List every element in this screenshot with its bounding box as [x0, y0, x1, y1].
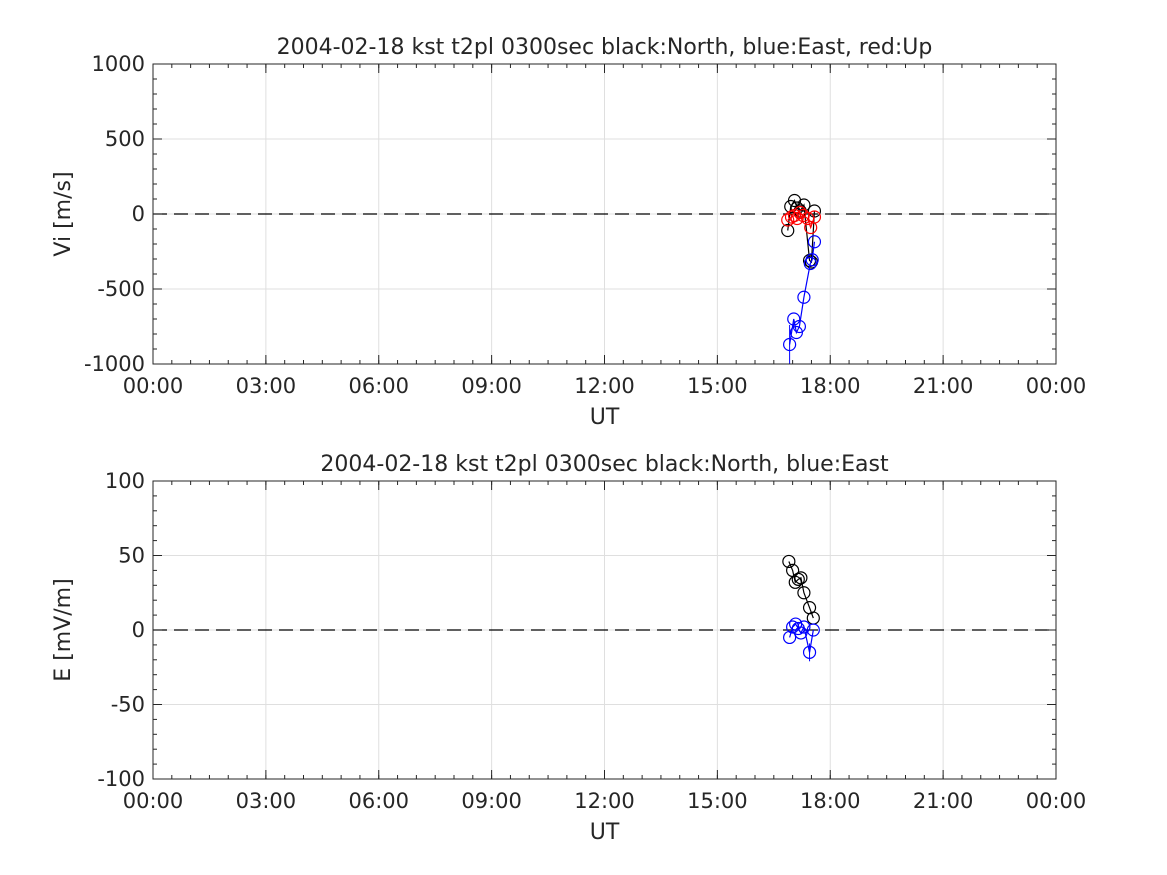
- data-point: [794, 571, 808, 585]
- data-point: [791, 572, 805, 586]
- panel-2: 00:00 03:00 06:00 09:00 12:00 15:00 18:00 21:00…: [51, 452, 1086, 845]
- data-point: [789, 325, 803, 340]
- data-point: [797, 586, 811, 600]
- data-point: [797, 290, 811, 304]
- y-tick-label: 50: [118, 544, 145, 568]
- x-tick-label: 18:00: [800, 374, 861, 398]
- y-tick-label: 0: [132, 618, 145, 642]
- y-axis-label: Vi [m/s]: [51, 171, 76, 256]
- x-tick-label: 00:00: [123, 374, 184, 398]
- x-axis-label: UT: [590, 405, 620, 430]
- x-tick-label: 06:00: [348, 374, 409, 398]
- data-point: [790, 211, 804, 226]
- x-tick-label: 00:00: [1026, 789, 1087, 813]
- data-layer: [781, 193, 822, 364]
- data-point: [801, 211, 815, 226]
- x-tick-label: 12:00: [574, 374, 635, 398]
- data-point: [782, 554, 796, 569]
- data-point: [806, 623, 820, 637]
- data-point: [792, 319, 806, 334]
- y-tick-label: -500: [97, 277, 145, 301]
- data-point: [783, 630, 797, 645]
- data-layer: [782, 554, 820, 662]
- x-tick-label: 03:00: [236, 374, 297, 398]
- x-tick-label: 21:00: [913, 789, 974, 813]
- x-tick-label: 00:00: [1026, 374, 1087, 398]
- x-tick-label: 21:00: [913, 374, 974, 398]
- panel-1: 00:00 03:00 06:00 09:00 12:00 15:00 18:00 21:00…: [51, 35, 1086, 430]
- data-point: [797, 620, 811, 634]
- y-tick-label: 0: [132, 202, 145, 226]
- x-tick-label: 00:00: [123, 789, 184, 813]
- series-line: [789, 241, 816, 345]
- data-point: [781, 213, 795, 227]
- data-point: [805, 253, 819, 267]
- x-tick-label: 12:00: [574, 789, 635, 813]
- x-tick-label: 15:00: [687, 789, 748, 813]
- data-point: [783, 337, 797, 352]
- y-tick-label: -100: [97, 767, 145, 791]
- y-tick-label: -50: [111, 693, 145, 717]
- y-tick-label: 100: [105, 469, 145, 493]
- x-tick-label: 18:00: [800, 789, 861, 813]
- x-tick-label: 09:00: [461, 374, 522, 398]
- data-point: [807, 235, 822, 249]
- x-axis-label: UT: [590, 820, 620, 845]
- y-axis-label: E [mV/m]: [51, 578, 76, 681]
- data-point: [807, 210, 822, 224]
- x-tick-label: 15:00: [687, 374, 748, 398]
- chart-title: 2004-02-18 kst t2pl 0300sec black:North,…: [277, 35, 933, 60]
- data-point: [797, 198, 811, 212]
- data-point: [781, 223, 795, 238]
- data-point: [794, 626, 808, 640]
- y-tick-label: 1000: [92, 52, 145, 76]
- y-tick-label: 500: [105, 127, 145, 151]
- y-tick-label: -1000: [84, 352, 145, 376]
- x-tick-label: 03:00: [236, 789, 297, 813]
- data-point: [802, 645, 817, 659]
- chart-title: 2004-02-18 kst t2pl 0300sec black:North,…: [320, 452, 889, 477]
- x-tick-label: 06:00: [348, 789, 409, 813]
- x-tick-label: 09:00: [461, 789, 522, 813]
